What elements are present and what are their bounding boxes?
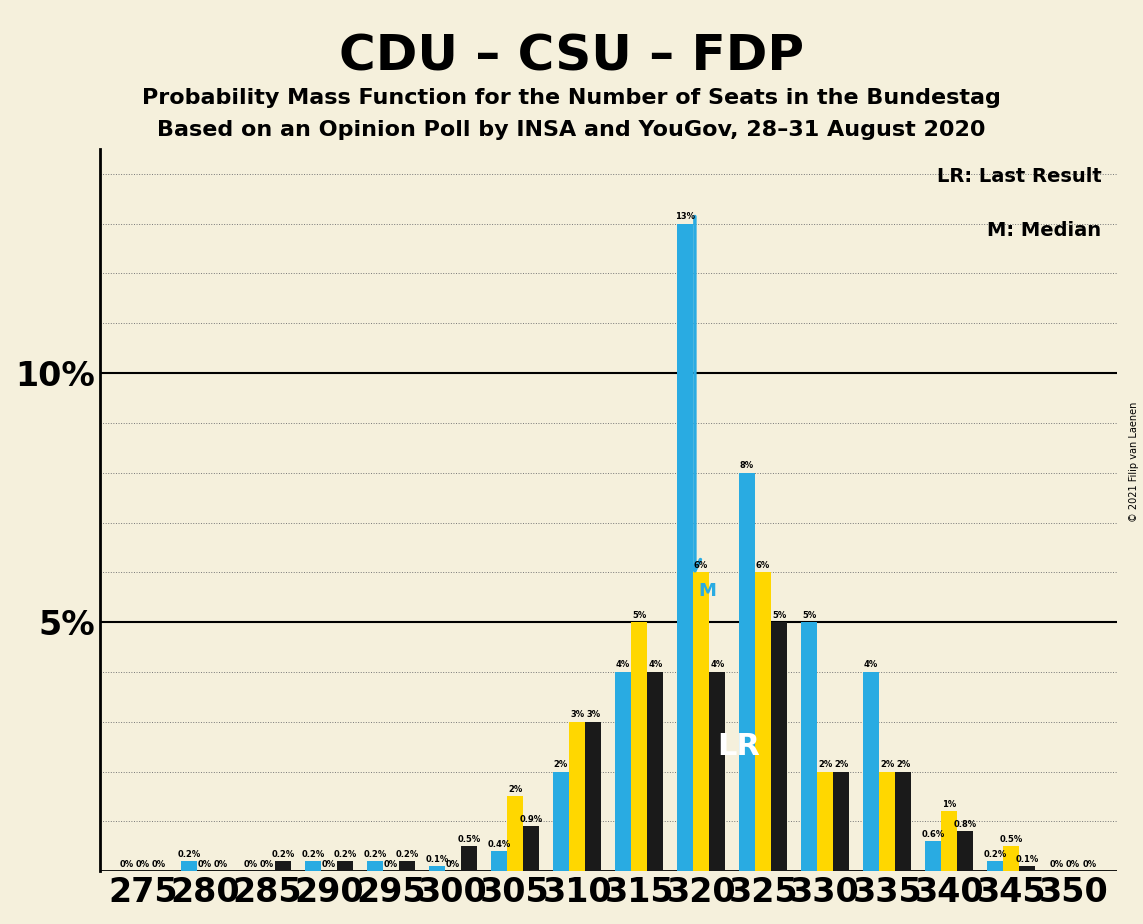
Text: 0.2%: 0.2% bbox=[363, 850, 386, 858]
Bar bbox=[337, 861, 353, 871]
Bar bbox=[925, 841, 941, 871]
Bar bbox=[756, 572, 772, 871]
Text: 0%: 0% bbox=[214, 859, 229, 869]
Text: 0%: 0% bbox=[120, 859, 134, 869]
Text: 2%: 2% bbox=[507, 785, 522, 794]
Text: 4%: 4% bbox=[648, 661, 662, 669]
Text: 0.2%: 0.2% bbox=[302, 850, 325, 858]
Text: 0%: 0% bbox=[322, 859, 336, 869]
Bar bbox=[647, 672, 663, 871]
Text: 0.8%: 0.8% bbox=[953, 820, 977, 829]
Bar bbox=[399, 861, 415, 871]
Text: 0%: 0% bbox=[1050, 859, 1064, 869]
Text: 6%: 6% bbox=[756, 561, 770, 570]
Bar bbox=[895, 772, 911, 871]
Text: 1%: 1% bbox=[942, 800, 957, 808]
Bar bbox=[738, 473, 756, 871]
Text: 8%: 8% bbox=[740, 461, 754, 470]
Text: 0%: 0% bbox=[243, 859, 258, 869]
Text: 4%: 4% bbox=[616, 661, 630, 669]
Bar bbox=[1020, 866, 1036, 871]
Bar bbox=[709, 672, 726, 871]
Bar bbox=[615, 672, 631, 871]
Bar bbox=[957, 832, 974, 871]
Bar bbox=[523, 826, 539, 871]
Text: 0%: 0% bbox=[198, 859, 213, 869]
Text: Based on an Opinion Poll by INSA and YouGov, 28–31 August 2020: Based on an Opinion Poll by INSA and You… bbox=[158, 120, 985, 140]
Text: 0%: 0% bbox=[384, 859, 398, 869]
Text: 0%: 0% bbox=[136, 859, 150, 869]
Text: M: Median: M: Median bbox=[988, 221, 1102, 240]
Text: 0%: 0% bbox=[1066, 859, 1080, 869]
Bar bbox=[429, 866, 445, 871]
Text: M: M bbox=[698, 582, 717, 601]
Text: 0%: 0% bbox=[259, 859, 274, 869]
Bar bbox=[833, 772, 849, 871]
Bar bbox=[569, 722, 585, 871]
Bar bbox=[585, 722, 601, 871]
Text: 2%: 2% bbox=[834, 760, 848, 769]
Bar bbox=[986, 861, 1004, 871]
Bar bbox=[879, 772, 895, 871]
Text: 5%: 5% bbox=[632, 611, 646, 620]
Bar bbox=[367, 861, 383, 871]
Text: 4%: 4% bbox=[710, 661, 725, 669]
Text: 2%: 2% bbox=[554, 760, 568, 769]
Text: 0.5%: 0.5% bbox=[999, 834, 1023, 844]
Bar bbox=[631, 622, 647, 871]
Text: CDU – CSU – FDP: CDU – CSU – FDP bbox=[339, 32, 804, 80]
Bar bbox=[801, 622, 817, 871]
Bar bbox=[772, 622, 788, 871]
Text: 4%: 4% bbox=[864, 661, 878, 669]
Bar bbox=[181, 861, 197, 871]
Text: 0.5%: 0.5% bbox=[457, 834, 481, 844]
Bar bbox=[305, 861, 321, 871]
Text: © 2021 Filip van Laenen: © 2021 Filip van Laenen bbox=[1129, 402, 1138, 522]
Text: 0.2%: 0.2% bbox=[334, 850, 357, 858]
Text: 0.1%: 0.1% bbox=[1016, 855, 1039, 864]
Bar bbox=[941, 811, 957, 871]
Bar bbox=[507, 796, 523, 871]
Text: 5%: 5% bbox=[802, 611, 816, 620]
Bar bbox=[693, 572, 709, 871]
Text: 0.1%: 0.1% bbox=[425, 855, 448, 864]
Text: 0.4%: 0.4% bbox=[487, 840, 511, 849]
Text: Probability Mass Function for the Number of Seats in the Bundestag: Probability Mass Function for the Number… bbox=[142, 88, 1001, 108]
Text: 2%: 2% bbox=[880, 760, 894, 769]
Text: 0.2%: 0.2% bbox=[983, 850, 1007, 858]
Text: LR: Last Result: LR: Last Result bbox=[936, 167, 1102, 186]
Text: 2%: 2% bbox=[818, 760, 832, 769]
Text: 0%: 0% bbox=[152, 859, 166, 869]
Bar bbox=[677, 224, 693, 871]
Text: 0.6%: 0.6% bbox=[921, 830, 944, 839]
Text: 0.2%: 0.2% bbox=[177, 850, 200, 858]
Text: 0.2%: 0.2% bbox=[395, 850, 418, 858]
Text: 2%: 2% bbox=[896, 760, 910, 769]
Bar bbox=[817, 772, 833, 871]
Bar bbox=[461, 846, 478, 871]
Text: 0%: 0% bbox=[446, 859, 461, 869]
Text: 3%: 3% bbox=[570, 711, 584, 719]
Bar bbox=[553, 772, 569, 871]
Text: LR: LR bbox=[717, 732, 760, 761]
Text: 0.2%: 0.2% bbox=[272, 850, 295, 858]
Bar bbox=[490, 851, 507, 871]
Text: 0%: 0% bbox=[1082, 859, 1096, 869]
Bar bbox=[1004, 846, 1020, 871]
Text: 3%: 3% bbox=[586, 711, 600, 719]
Text: 5%: 5% bbox=[773, 611, 786, 620]
Text: 0.9%: 0.9% bbox=[520, 815, 543, 824]
Text: 6%: 6% bbox=[694, 561, 709, 570]
Bar bbox=[863, 672, 879, 871]
Text: 13%: 13% bbox=[676, 213, 695, 221]
Bar bbox=[275, 861, 291, 871]
